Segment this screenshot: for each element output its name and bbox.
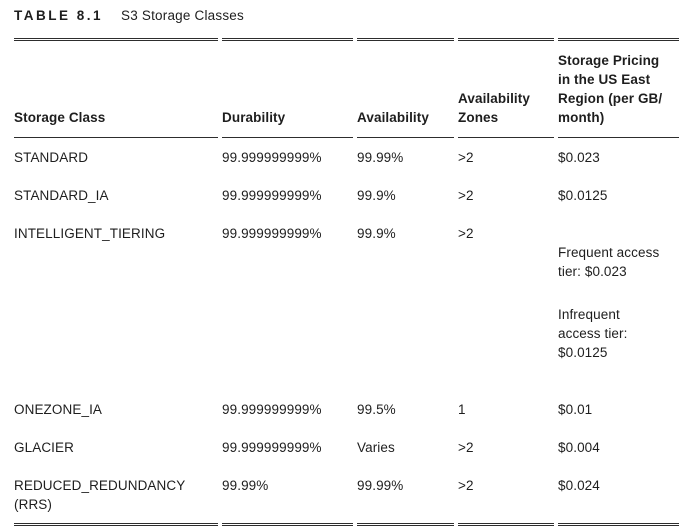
column-header-storage-class: Storage Class xyxy=(14,38,218,138)
cell-pricing: Frequent access tier: $0.023 Infrequent … xyxy=(558,214,679,390)
cell-pricing: $0.023 xyxy=(558,150,600,165)
cell-durability: 99.999999999% xyxy=(222,226,322,241)
s3-storage-classes-table: Storage Class Durability Availability Av… xyxy=(10,38,683,526)
table-title: S3 Storage Classes xyxy=(121,8,244,23)
header-row: Storage Class Durability Availability Av… xyxy=(14,38,679,138)
table-row: STANDARD_IA 99.999999999% 99.9% >2 $0.01… xyxy=(14,176,679,214)
column-header-storage-pricing: Storage Pricing in the US East Region (p… xyxy=(558,38,679,138)
cell-storage-class: REDUCED_REDUNDANCY (RRS) xyxy=(14,466,218,526)
cell-pricing: $0.01 xyxy=(558,402,593,417)
cell-availability: 99.5% xyxy=(357,402,396,417)
cell-availability-zones: >2 xyxy=(458,440,474,455)
cell-availability: Varies xyxy=(357,440,395,455)
cell-durability: 99.999999999% xyxy=(222,402,322,417)
table-caption: TABLE 8.1 S3 Storage Classes xyxy=(14,8,679,23)
cell-availability: 99.9% xyxy=(357,188,396,203)
cell-availability-zones: >2 xyxy=(458,466,554,526)
cell-availability-zones: >2 xyxy=(458,188,474,203)
cell-durability: 99.999999999% xyxy=(222,188,322,203)
pricing-paragraph-infrequent: Infrequent access tier: $0.0125 xyxy=(558,307,628,360)
cell-pricing: $0.0125 xyxy=(558,188,608,203)
cell-durability: 99.99% xyxy=(222,466,353,526)
cell-availability: 99.9% xyxy=(357,226,396,241)
cell-availability: 99.99% xyxy=(357,150,404,165)
table-number-label: TABLE 8.1 xyxy=(14,8,104,23)
cell-availability-zones: >2 xyxy=(458,150,474,165)
cell-pricing: $0.004 xyxy=(558,440,600,455)
cell-availability: 99.99% xyxy=(357,466,454,526)
column-header-availability-zones: Availability Zones xyxy=(458,38,554,138)
table-row: INTELLIGENT_TIERING 99.999999999% 99.9% … xyxy=(14,214,679,390)
cell-storage-class: STANDARD xyxy=(14,150,89,165)
cell-durability: 99.999999999% xyxy=(222,440,322,455)
column-header-availability: Availability xyxy=(357,38,454,138)
column-header-durability: Durability xyxy=(222,38,353,138)
table-row: STANDARD 99.999999999% 99.99% >2 $0.023 xyxy=(14,138,679,176)
cell-durability: 99.999999999% xyxy=(222,150,322,165)
cell-availability-zones: >2 xyxy=(458,226,474,241)
table-row: ONEZONE_IA 99.999999999% 99.5% 1 $0.01 xyxy=(14,390,679,428)
cell-availability-zones: 1 xyxy=(458,402,466,417)
cell-storage-class: STANDARD_IA xyxy=(14,188,109,203)
cell-storage-class: INTELLIGENT_TIERING xyxy=(14,226,166,241)
table-row: REDUCED_REDUNDANCY (RRS) 99.99% 99.99% >… xyxy=(14,466,679,526)
cell-storage-class: GLACIER xyxy=(14,440,74,455)
cell-storage-class: ONEZONE_IA xyxy=(14,402,103,417)
cell-pricing: $0.024 xyxy=(558,466,679,526)
table-row: GLACIER 99.999999999% Varies >2 $0.004 xyxy=(14,428,679,466)
pricing-paragraph-frequent: Frequent access tier: $0.023 xyxy=(558,245,660,279)
